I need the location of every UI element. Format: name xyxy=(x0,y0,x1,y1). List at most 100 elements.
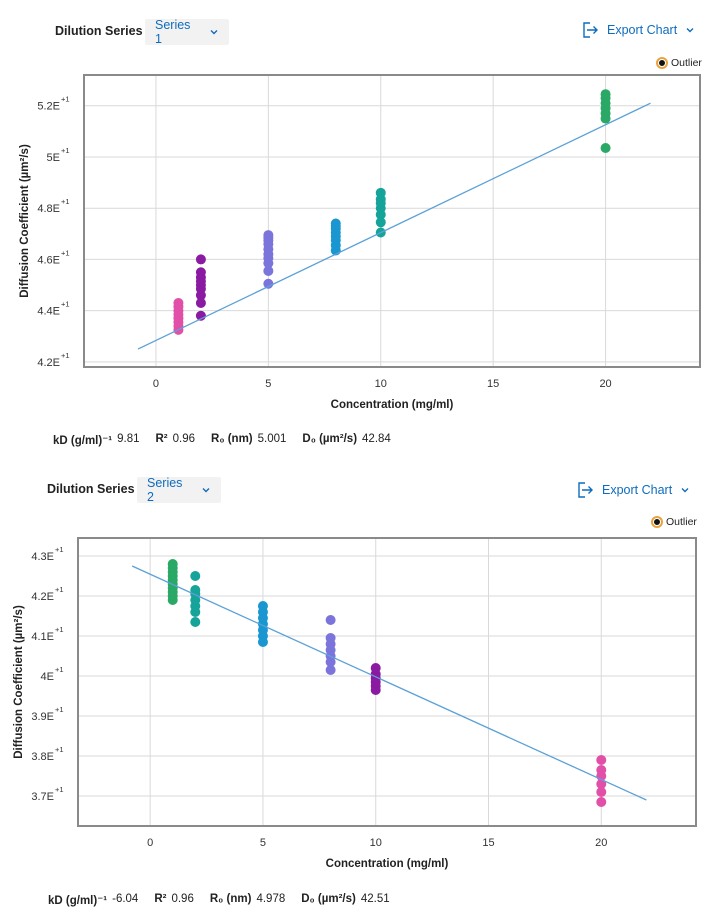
export-chart-label: Export Chart xyxy=(607,23,678,37)
data-point[interactable] xyxy=(596,755,607,765)
dilution-series-label: Dilution Series xyxy=(47,482,135,496)
data-point[interactable] xyxy=(375,187,386,198)
dilution-series-label: Dilution Series xyxy=(55,24,143,38)
y-axis-title: Diffusion Coefficient (µm²/s) xyxy=(13,605,25,759)
data-point[interactable] xyxy=(596,787,607,797)
data-point[interactable] xyxy=(190,571,201,581)
x-tick-label: 5 xyxy=(260,837,266,849)
data-point[interactable] xyxy=(325,615,336,625)
y-tick-label: 4.3E xyxy=(31,551,54,563)
scatter-chart-series-1: 0 5 10 15 204.2E+14.4E+14.6E+14.8E+15E+15.2E… xyxy=(19,74,701,411)
export-chart-button[interactable]: Export Chart xyxy=(576,481,690,499)
y-tick-exponent: +1 xyxy=(55,705,64,714)
scatter-chart-series-2: 0 5 10 15 203.7E+13.8E+13.9E+14E+14.1E+14.2E… xyxy=(13,537,697,870)
data-point[interactable] xyxy=(263,230,274,241)
y-tick-exponent: +1 xyxy=(61,95,70,104)
chevron-down-icon xyxy=(686,28,694,33)
x-axis-title: Concentration (mg/ml) xyxy=(326,858,449,870)
r0-value: 5.001 xyxy=(257,433,287,445)
y-tick-label: 4E xyxy=(41,671,54,683)
data-point[interactable] xyxy=(263,278,274,289)
x-tick-label: 20 xyxy=(599,378,611,390)
d0-label: D₀ (µm²/s) xyxy=(302,433,358,445)
data-point[interactable] xyxy=(263,265,274,276)
x-tick-label: 5 xyxy=(265,378,271,390)
y-tick-label: 4.6E xyxy=(37,254,60,266)
kd-label: kD (g/ml)⁻¹ xyxy=(48,895,108,907)
data-point[interactable] xyxy=(600,143,611,153)
data-point[interactable] xyxy=(325,665,336,675)
data-point[interactable] xyxy=(325,633,336,643)
series-dropdown[interactable]: Series 2 xyxy=(137,476,221,504)
y-tick-exponent: +1 xyxy=(55,745,64,754)
r0-label: R₀ (nm) xyxy=(211,433,253,445)
legend-outlier-label: Outlier xyxy=(666,516,697,528)
y-tick-exponent: +1 xyxy=(61,146,70,155)
legend-outlier-label: Outlier xyxy=(671,57,702,69)
kd-label: kD (g/ml)⁻¹ xyxy=(53,435,113,447)
r0-label: R₀ (nm) xyxy=(209,893,252,905)
data-point[interactable] xyxy=(600,89,611,100)
y-tick-label: 3.8E xyxy=(31,751,54,763)
r0-value: 4.978 xyxy=(256,893,286,905)
series-dropdown-value: Series 1 xyxy=(155,18,191,46)
data-point[interactable] xyxy=(195,297,206,308)
y-tick-exponent: +1 xyxy=(55,665,64,674)
data-point[interactable] xyxy=(596,765,607,775)
data-point[interactable] xyxy=(195,267,206,278)
data-point[interactable] xyxy=(173,297,184,308)
export-chart-label: Export Chart xyxy=(602,483,673,497)
kd-value: -6.04 xyxy=(112,893,139,905)
y-tick-exponent: +1 xyxy=(61,248,70,257)
x-tick-label: 10 xyxy=(375,378,387,390)
y-tick-label: 4.2E xyxy=(37,357,60,369)
series-dropdown-value: Series 2 xyxy=(147,476,183,504)
y-tick-label: 3.7E xyxy=(31,791,54,803)
series-dropdown[interactable]: Series 1 xyxy=(145,18,229,46)
y-tick-exponent: +1 xyxy=(61,197,70,206)
y-tick-exponent: +1 xyxy=(61,351,70,360)
d0-value: 42.51 xyxy=(360,893,390,905)
plot-area xyxy=(77,537,697,827)
outlier-marker-icon xyxy=(656,57,668,69)
legend-outlier[interactable]: Outlier xyxy=(656,57,702,69)
r2-value: 0.96 xyxy=(172,433,196,445)
plot-area xyxy=(83,74,701,368)
y-tick-exponent: +1 xyxy=(55,545,64,554)
r2-value: 0.96 xyxy=(171,893,194,905)
data-point[interactable] xyxy=(257,601,268,611)
regression-line xyxy=(131,565,647,801)
export-icon xyxy=(578,482,593,498)
data-point[interactable] xyxy=(330,218,341,229)
r2-label: R² xyxy=(154,893,167,905)
data-point[interactable] xyxy=(375,217,386,228)
data-point[interactable] xyxy=(596,779,607,789)
x-tick-label: 0 xyxy=(153,378,159,390)
data-point[interactable] xyxy=(190,617,201,627)
y-tick-exponent: +1 xyxy=(55,625,64,634)
data-point[interactable] xyxy=(596,797,607,807)
data-point[interactable] xyxy=(167,559,178,569)
chart-panel-series-1: Dilution Series Series 1 Export Chart Ou… xyxy=(0,0,725,460)
x-axis-title: Concentration (mg/ml) xyxy=(331,399,454,411)
y-tick-exponent: +1 xyxy=(55,785,64,794)
data-point[interactable] xyxy=(195,254,206,265)
y-tick-exponent: +1 xyxy=(61,300,70,309)
x-tick-label: 10 xyxy=(370,837,382,849)
y-tick-label: 4.2E xyxy=(31,591,54,603)
fit-statistics: kD (g/ml)⁻¹ -6.04 R² 0.96 R₀ (nm) 4.978 D₀ … xyxy=(48,893,406,907)
y-tick-label: 5.2E xyxy=(37,101,60,113)
x-tick-label: 15 xyxy=(487,378,499,390)
export-chart-button[interactable]: Export Chart xyxy=(581,21,695,39)
data-point[interactable] xyxy=(190,585,201,595)
data-point[interactable] xyxy=(370,663,381,673)
d0-value: 42.84 xyxy=(362,433,391,445)
outlier-marker-icon xyxy=(651,516,663,528)
y-tick-exponent: +1 xyxy=(55,585,64,594)
d0-label: D₀ (µm²/s) xyxy=(301,893,356,905)
r2-label: R² xyxy=(155,433,168,445)
legend-outlier[interactable]: Outlier xyxy=(651,516,697,528)
export-icon xyxy=(583,22,598,38)
kd-value: 9.81 xyxy=(117,433,140,445)
y-tick-label: 4.4E xyxy=(37,306,60,318)
